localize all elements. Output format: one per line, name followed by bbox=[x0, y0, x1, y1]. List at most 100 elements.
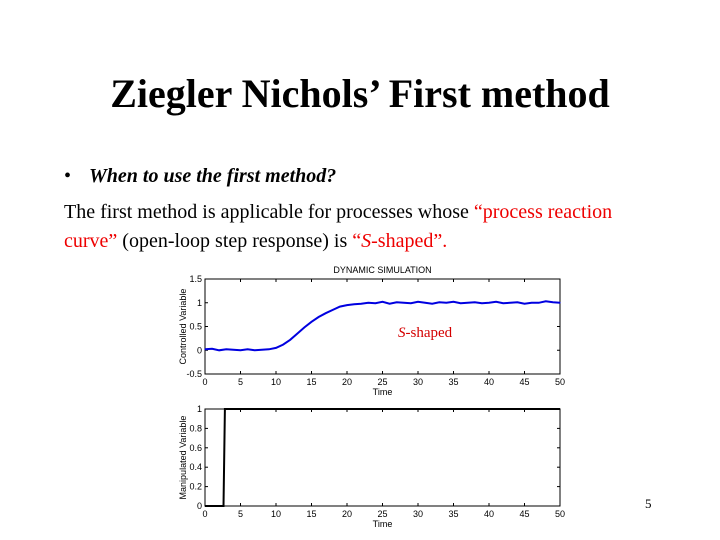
chart2-y-tick-label: 0.8 bbox=[189, 423, 202, 433]
chart1-y-tick-label: -0.5 bbox=[186, 369, 202, 379]
chart2-y-axis-label: Manipulated Variable bbox=[178, 416, 188, 500]
chart1-data-point bbox=[431, 303, 433, 305]
chart2-data-point bbox=[204, 505, 206, 507]
chart1-data-point bbox=[474, 301, 476, 303]
page-number: 5 bbox=[645, 496, 652, 511]
chart1-data-point bbox=[410, 302, 412, 304]
chart1-data-point bbox=[445, 302, 447, 304]
chart2-x-tick-label: 50 bbox=[555, 509, 565, 519]
chart1-y-tick-label: 1.5 bbox=[189, 274, 202, 284]
chart1-data-point bbox=[460, 302, 462, 304]
chart2-x-tick-label: 30 bbox=[413, 509, 423, 519]
chart1-data-point bbox=[282, 343, 284, 346]
chart1-data-point bbox=[325, 312, 327, 314]
body-paragraph: The first method is applicable for proce… bbox=[64, 198, 664, 256]
chart1-annotation-s-shaped: S-shaped bbox=[398, 325, 453, 341]
chart1-annotation-s: S bbox=[398, 325, 406, 341]
chart1-data-point bbox=[239, 349, 242, 351]
chart1-data-point bbox=[360, 303, 362, 305]
chart1-data-point bbox=[509, 302, 511, 304]
chart1-data-point bbox=[495, 301, 497, 303]
chart1-x-tick-label: 35 bbox=[448, 377, 458, 387]
chart1-y-tick-label: 0 bbox=[197, 345, 202, 355]
chart1-x-tick-label: 25 bbox=[377, 377, 387, 387]
chart1-data-point bbox=[310, 321, 313, 323]
para-quote-open: “ bbox=[352, 230, 362, 252]
chart1-data-point bbox=[452, 301, 455, 303]
chart1-data-point bbox=[559, 302, 561, 304]
chart1-x-tick-label: 20 bbox=[342, 377, 352, 387]
chart1-x-tick-label: 15 bbox=[306, 377, 316, 387]
chart1-data-point bbox=[232, 349, 234, 351]
chart2-x-tick-label: 40 bbox=[484, 509, 494, 519]
chart2-data-point bbox=[222, 505, 225, 507]
chart2-x-axis-label: Time bbox=[373, 519, 393, 529]
chart1-data-point bbox=[254, 349, 256, 351]
chart1-data-point bbox=[204, 348, 206, 350]
chart1-data-point bbox=[225, 348, 227, 350]
para-text-2: (open-loop step response) is bbox=[117, 230, 353, 252]
chart1-data-point bbox=[389, 303, 391, 305]
chart1-y-tick-label: 0.5 bbox=[189, 322, 202, 332]
chart1-x-tick-label: 5 bbox=[238, 377, 243, 387]
chart1-data-point bbox=[488, 302, 490, 304]
para-quote-close: -shaped”. bbox=[371, 230, 448, 252]
chart1-data-point bbox=[353, 303, 355, 305]
chart1-data-point bbox=[467, 302, 469, 304]
chart1-data-point bbox=[531, 302, 533, 304]
chart1-data-point bbox=[211, 348, 213, 350]
chart1-title: DYNAMIC SIMULATION bbox=[333, 265, 431, 275]
chart1-x-tick-label: 0 bbox=[202, 377, 207, 387]
chart2-y-tick-label: 0 bbox=[197, 501, 202, 511]
chart1-data-point bbox=[552, 301, 554, 303]
chart1-annotation-rest: -shaped bbox=[406, 325, 453, 341]
chart1-data-point bbox=[296, 333, 298, 335]
chart1-data-point bbox=[218, 349, 220, 351]
chart2-x-tick-label: 10 bbox=[271, 509, 281, 519]
chart1-data-point bbox=[275, 347, 277, 349]
chart2-x-tick-label: 20 bbox=[342, 509, 352, 519]
chart2-y-tick-label: 1 bbox=[197, 404, 202, 414]
chart2-data-point bbox=[225, 408, 227, 410]
chart1-data-point bbox=[346, 304, 348, 306]
chart1-data-point bbox=[396, 301, 398, 303]
chart2-y-tick-label: 0.4 bbox=[189, 462, 202, 472]
chart1-x-tick-label: 10 bbox=[271, 377, 281, 387]
chart1-data-point bbox=[523, 303, 526, 305]
chart1-data-point bbox=[367, 302, 369, 304]
chart1-data-point bbox=[303, 326, 305, 329]
slide-title: Ziegler Nichols’ First method bbox=[110, 71, 610, 116]
bullet-marker: • bbox=[64, 165, 72, 187]
chart1-data-point bbox=[339, 305, 341, 308]
chart1-data-point bbox=[268, 348, 270, 350]
chart2-x-tick-label: 15 bbox=[306, 509, 316, 519]
chart1-data-point bbox=[438, 301, 440, 303]
chart1-x-tick-label: 30 bbox=[413, 377, 423, 387]
chart2-y-tick-label: 0.2 bbox=[189, 482, 202, 492]
chart2-x-tick-label: 25 bbox=[377, 509, 387, 519]
chart2-y-tick-label: 0.6 bbox=[189, 443, 202, 453]
chart1-x-tick-label: 50 bbox=[555, 377, 565, 387]
bullet-question: When to use the first method? bbox=[89, 165, 337, 187]
para-highlight-process-reaction-curve: “process reaction curve” bbox=[64, 201, 613, 252]
chart1-data-point bbox=[247, 348, 249, 350]
chart1-data-point bbox=[332, 309, 334, 311]
chart1-data-point bbox=[417, 301, 419, 303]
para-text-1: The first method is applicable for proce… bbox=[64, 201, 474, 223]
chart2-x-tick-label: 5 bbox=[238, 509, 243, 519]
chart1-x-tick-label: 45 bbox=[519, 377, 529, 387]
chart2-data-point bbox=[224, 408, 226, 410]
chart1-y-axis-label: Controlled Variable bbox=[178, 289, 188, 365]
chart1-data-point bbox=[381, 301, 384, 303]
chart2-data-point bbox=[559, 408, 561, 410]
chart1-data-point bbox=[481, 302, 483, 304]
para-s-letter: S bbox=[361, 230, 372, 252]
chart2-plot-frame bbox=[204, 408, 561, 507]
chart1-data-point bbox=[374, 302, 376, 304]
chart1-plot-frame bbox=[204, 278, 561, 375]
chart1-x-tick-label: 40 bbox=[484, 377, 494, 387]
chart1-data-point bbox=[289, 339, 291, 341]
chart1-data-point bbox=[545, 300, 547, 302]
chart1-data-point bbox=[538, 302, 540, 304]
chart1-data-point bbox=[502, 302, 504, 304]
